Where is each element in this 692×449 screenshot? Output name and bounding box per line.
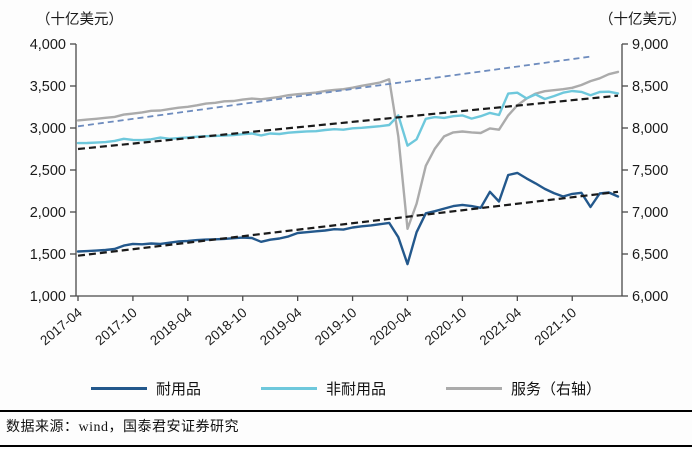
durables-line-swatch <box>90 387 147 390</box>
left-axis-tick-label: 1,500 <box>30 247 66 263</box>
right-axis-unit-label: （十亿美元） <box>599 11 686 28</box>
x-axis: 2017-04 2017-10 2018-04 2018-10 2019-04 2019-… <box>37 296 579 348</box>
right-axis-tick-label: 7,000 <box>632 205 668 221</box>
x-axis-tick-label: 2018-04 <box>147 304 195 348</box>
left-axis-tick-label: 3,500 <box>30 79 66 95</box>
series-nondurables <box>76 89 620 147</box>
legend-item-services: 服务（右轴） <box>446 378 601 399</box>
right-axis-tick-label: 7,500 <box>632 163 668 179</box>
right-axis-tick-label: 6,000 <box>632 289 668 305</box>
legend-item-nondurables: 非耐用品 <box>260 378 386 399</box>
legend-label-nondurables: 非耐用品 <box>325 382 386 398</box>
y-axis-right: 9,000 8,500 8,000 7,500 7,000 6,500 6,000 <box>622 37 668 305</box>
right-axis-tick-label: 8,500 <box>632 79 668 95</box>
right-axis-tick-label: 9,000 <box>632 37 668 53</box>
left-axis-unit-label: （十亿美元） <box>36 11 123 28</box>
left-axis-tick-label: 2,500 <box>30 163 66 179</box>
right-axis-tick-label: 6,500 <box>632 247 668 263</box>
durables-trend <box>77 190 619 257</box>
chart-legend: 耐用品 非耐用品 服务（右轴） <box>0 378 692 399</box>
left-axis-tick-label: 2,000 <box>30 205 66 221</box>
legend-label-durables: 耐用品 <box>155 382 201 398</box>
x-axis-tick-label: 2021-04 <box>477 304 525 348</box>
right-axis-tick-label: 8,000 <box>632 121 668 137</box>
line-chart: （十亿美元） （十亿美元） 4,000 3,500 3,000 2,500 2,000 1… <box>30 11 686 348</box>
x-axis-tick-label: 2019-04 <box>257 304 305 348</box>
x-axis-tick-label: 2019-10 <box>312 305 360 348</box>
source-note: 数据来源：wind，国泰君安证券研究 <box>6 420 239 435</box>
axes <box>75 44 623 297</box>
divider-top <box>0 410 692 412</box>
legend-item-durables: 耐用品 <box>90 378 201 399</box>
nondurables-trend <box>77 94 619 151</box>
nondurables-line-swatch <box>260 387 317 390</box>
x-axis-tick-label: 2017-04 <box>37 304 85 348</box>
services-line-swatch <box>446 387 502 390</box>
left-axis-tick-label: 4,000 <box>30 37 66 53</box>
left-axis-tick-label: 1,000 <box>30 289 66 305</box>
x-axis-tick-label: 2020-04 <box>367 304 415 348</box>
y-axis-left: 4,000 3,500 3,000 2,500 2,000 1,500 1,000 <box>30 37 76 305</box>
legend-label-services: 服务（右轴） <box>511 382 602 398</box>
services-trend <box>77 55 591 128</box>
left-axis-tick-label: 3,000 <box>30 121 66 137</box>
x-axis-tick-label: 2017-10 <box>92 305 140 348</box>
x-axis-tick-label: 2020-10 <box>422 305 470 348</box>
x-axis-tick-label: 2018-10 <box>202 305 250 348</box>
series-durables <box>76 171 620 266</box>
plot-area: 4,000 3,500 3,000 2,500 2,000 1,500 1,000 9,000… <box>30 37 669 348</box>
x-axis-tick-label: 2021-10 <box>532 305 580 348</box>
divider-bottom <box>0 445 692 447</box>
